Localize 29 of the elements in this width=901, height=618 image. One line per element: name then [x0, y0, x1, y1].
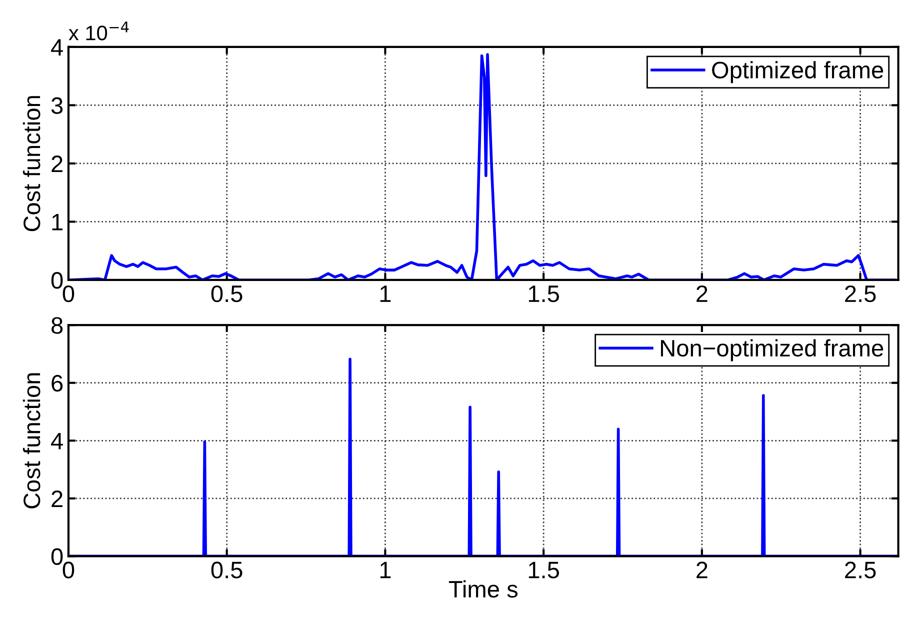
x-tick-label: 2.5	[845, 562, 876, 578]
legend-label: Optimized frame	[712, 61, 884, 84]
y-tick-label: 0	[51, 548, 63, 565]
text: x 10$^{−4}$	[68, 22, 129, 40]
y-tick-label: 2	[52, 490, 62, 507]
x-tick-label: 0.5	[211, 285, 242, 302]
y-tick-label: 1	[52, 214, 62, 230]
legend-label: Non−optimized frame	[661, 339, 884, 362]
y-tick-label: 2	[52, 156, 62, 172]
y-tick-label: 4	[51, 432, 63, 450]
x-tick-label: 1	[380, 562, 391, 578]
y-tick-label: 6	[52, 374, 63, 392]
x-tick-label: 2	[696, 285, 708, 302]
x-axis-title: Time s	[448, 580, 518, 598]
x-tick-label: 2	[696, 562, 708, 578]
y-axis-title: Cost function	[22, 373, 40, 508]
x-tick-label: 1.5	[528, 562, 559, 578]
x-tick-label: 2.5	[845, 285, 876, 302]
y-tick-label: 0	[51, 272, 63, 289]
y-tick-label: 4	[51, 39, 63, 56]
y-tick-label: 3	[51, 97, 63, 114]
x-tick-label: 1	[380, 286, 391, 302]
x-tick-label: 1.5	[528, 286, 559, 302]
y-axis-title: Cost function	[22, 96, 40, 232]
x-tick-label: 0	[62, 285, 74, 302]
line-series	[68, 53, 896, 280]
x-tick-label: 0	[62, 562, 74, 578]
y-tick-label: 8	[52, 317, 63, 334]
x-tick-label: 0.5	[211, 562, 242, 578]
